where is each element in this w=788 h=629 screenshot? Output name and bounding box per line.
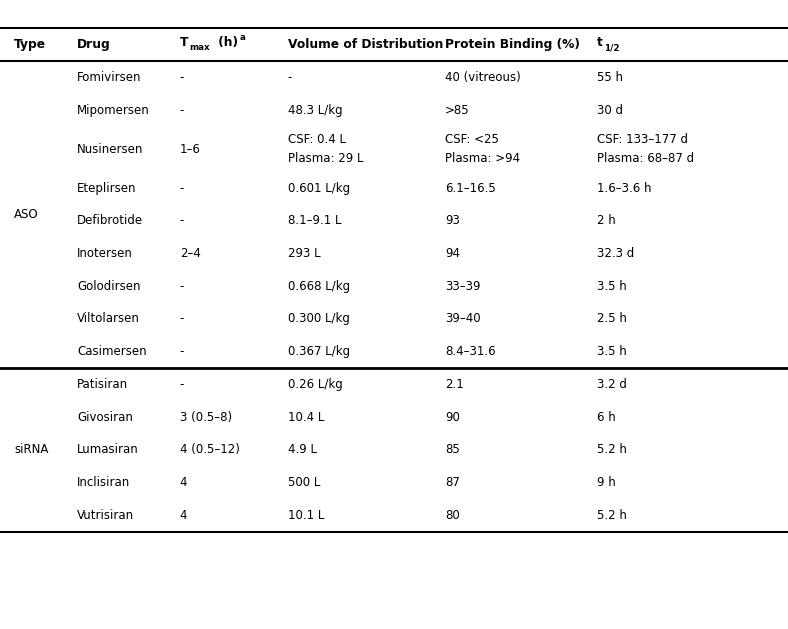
Text: CSF: 133–177 d: CSF: 133–177 d	[597, 133, 688, 146]
Text: 6.1–16.5: 6.1–16.5	[445, 182, 496, 194]
Text: Defibrotide: Defibrotide	[77, 214, 143, 227]
Text: max: max	[189, 43, 210, 52]
Text: 8.4–31.6: 8.4–31.6	[445, 345, 496, 358]
Text: Lumasiran: Lumasiran	[77, 443, 139, 456]
Text: Volume of Distribution: Volume of Distribution	[288, 38, 443, 51]
Text: ASO: ASO	[14, 208, 39, 221]
Text: 4: 4	[180, 476, 188, 489]
Text: -: -	[180, 345, 184, 358]
Text: Fomivirsen: Fomivirsen	[77, 71, 142, 84]
Text: 1/2: 1/2	[604, 43, 620, 52]
Text: -: -	[180, 313, 184, 325]
Text: Vutrisiran: Vutrisiran	[77, 509, 134, 521]
Text: CSF: <25: CSF: <25	[445, 133, 499, 146]
Text: 10.4 L: 10.4 L	[288, 411, 324, 423]
Text: 9 h: 9 h	[597, 476, 616, 489]
Text: -: -	[180, 214, 184, 227]
Text: -: -	[180, 378, 184, 391]
Text: 8.1–9.1 L: 8.1–9.1 L	[288, 214, 341, 227]
Text: Plasma: 68–87 d: Plasma: 68–87 d	[597, 152, 694, 165]
Text: 39–40: 39–40	[445, 313, 481, 325]
Text: 2.1: 2.1	[445, 378, 464, 391]
Text: 4: 4	[180, 509, 188, 521]
Text: 4 (0.5–12): 4 (0.5–12)	[180, 443, 240, 456]
Text: Type: Type	[14, 38, 46, 51]
Text: Plasma: >94: Plasma: >94	[445, 152, 520, 165]
Text: 5.2 h: 5.2 h	[597, 509, 627, 521]
Text: 3.5 h: 3.5 h	[597, 345, 627, 358]
Text: 40 (vitreous): 40 (vitreous)	[445, 71, 521, 84]
Text: 0.601 L/kg: 0.601 L/kg	[288, 182, 350, 194]
Text: 85: 85	[445, 443, 460, 456]
Text: Viltolarsen: Viltolarsen	[77, 313, 140, 325]
Text: -: -	[180, 182, 184, 194]
Text: 80: 80	[445, 509, 460, 521]
Text: 93: 93	[445, 214, 460, 227]
Text: 90: 90	[445, 411, 460, 423]
Text: Inotersen: Inotersen	[77, 247, 133, 260]
Text: 500 L: 500 L	[288, 476, 320, 489]
Text: Golodirsen: Golodirsen	[77, 280, 141, 292]
Text: 2–4: 2–4	[180, 247, 200, 260]
Text: (h): (h)	[214, 36, 237, 48]
Text: 293 L: 293 L	[288, 247, 320, 260]
Text: -: -	[288, 71, 292, 84]
Text: 3.2 d: 3.2 d	[597, 378, 627, 391]
Text: 94: 94	[445, 247, 460, 260]
Text: Eteplirsen: Eteplirsen	[77, 182, 137, 194]
Text: 10.1 L: 10.1 L	[288, 509, 324, 521]
Text: 2 h: 2 h	[597, 214, 616, 227]
Text: 55 h: 55 h	[597, 71, 623, 84]
Text: 33–39: 33–39	[445, 280, 481, 292]
Text: 4.9 L: 4.9 L	[288, 443, 317, 456]
Text: 0.668 L/kg: 0.668 L/kg	[288, 280, 350, 292]
Text: a: a	[240, 33, 245, 42]
Text: 0.26 L/kg: 0.26 L/kg	[288, 378, 342, 391]
Text: 5.2 h: 5.2 h	[597, 443, 627, 456]
Text: -: -	[180, 280, 184, 292]
Text: 3.5 h: 3.5 h	[597, 280, 627, 292]
Text: 30 d: 30 d	[597, 104, 623, 116]
Text: 0.300 L/kg: 0.300 L/kg	[288, 313, 350, 325]
Text: 1–6: 1–6	[180, 143, 200, 155]
Text: Patisiran: Patisiran	[77, 378, 128, 391]
Text: CSF: 0.4 L: CSF: 0.4 L	[288, 133, 346, 146]
Text: 2.5 h: 2.5 h	[597, 313, 627, 325]
Text: Nusinersen: Nusinersen	[77, 143, 143, 155]
Text: >85: >85	[445, 104, 470, 116]
Text: 1.6–3.6 h: 1.6–3.6 h	[597, 182, 652, 194]
Text: Mipomersen: Mipomersen	[77, 104, 150, 116]
Text: Givosiran: Givosiran	[77, 411, 133, 423]
Text: Casimersen: Casimersen	[77, 345, 147, 358]
Text: 6 h: 6 h	[597, 411, 616, 423]
Text: 48.3 L/kg: 48.3 L/kg	[288, 104, 342, 116]
Text: t: t	[597, 36, 603, 48]
Text: Plasma: 29 L: Plasma: 29 L	[288, 152, 363, 165]
Text: -: -	[180, 71, 184, 84]
Text: Protein Binding (%): Protein Binding (%)	[445, 38, 580, 51]
Text: 87: 87	[445, 476, 460, 489]
Text: siRNA: siRNA	[14, 443, 49, 456]
Text: 0.367 L/kg: 0.367 L/kg	[288, 345, 350, 358]
Text: 32.3 d: 32.3 d	[597, 247, 634, 260]
Text: 3 (0.5–8): 3 (0.5–8)	[180, 411, 232, 423]
Text: -: -	[180, 104, 184, 116]
Text: Inclisiran: Inclisiran	[77, 476, 131, 489]
Text: T: T	[180, 36, 188, 48]
Text: Drug: Drug	[77, 38, 111, 51]
